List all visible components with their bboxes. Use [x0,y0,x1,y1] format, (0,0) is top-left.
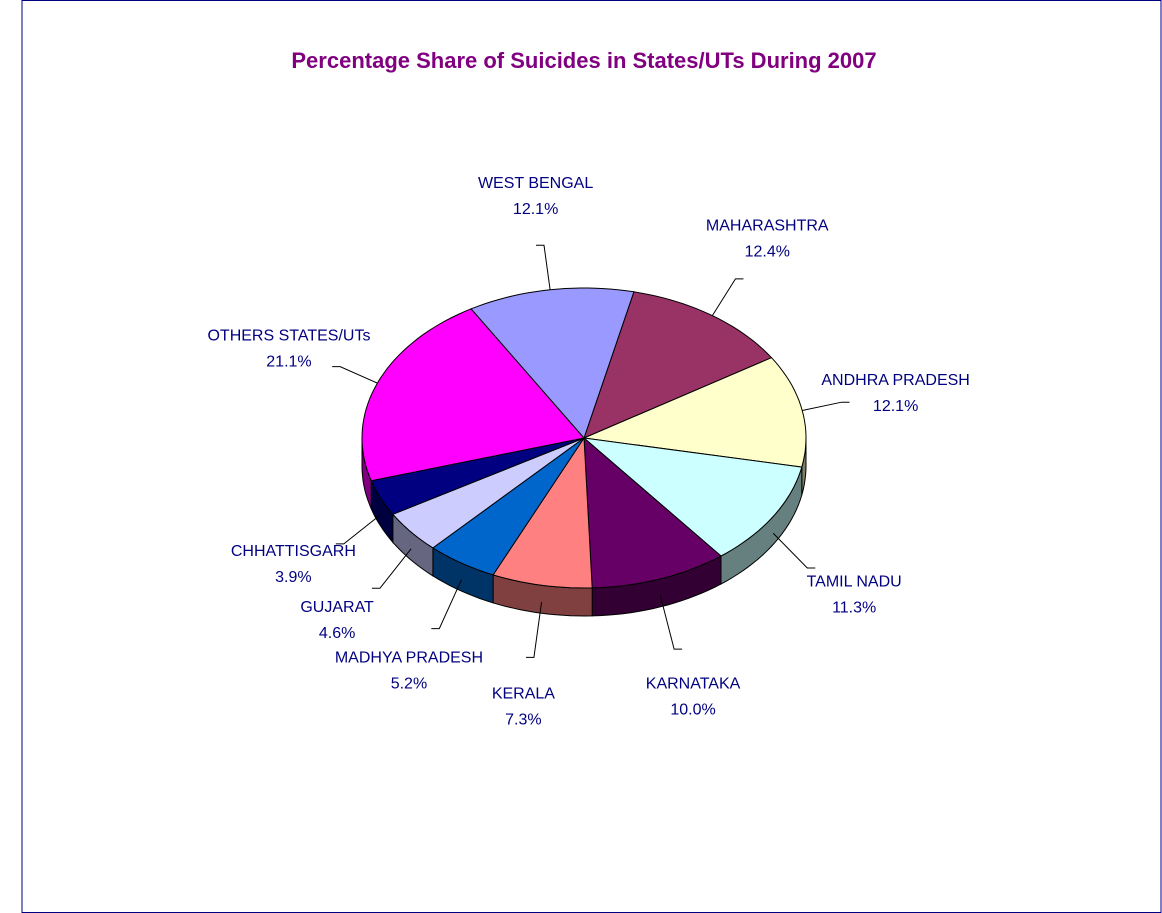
slice [583,436,722,589]
slice-label: GUJARAT [300,599,374,616]
slice-value-label: 3.9% [275,569,311,586]
slice [432,437,585,576]
slice-label: MAHARASHTRA [706,217,829,234]
slice-label: ANDHRA PRADESH [821,372,969,389]
slice-label: MADHYA PRADESH [335,649,483,666]
slice-value-label: 4.6% [319,625,355,642]
slice-value-label: 11.3% [832,599,876,616]
leader-line [536,244,551,290]
slice-value-label: 10.0% [670,701,715,718]
slice-value-label: 12.1% [513,201,558,218]
slice [391,437,585,549]
slice-label: WEST BENGAL [478,175,593,192]
slice [470,287,635,439]
slice-value-label: 7.3% [505,712,541,729]
slice-value-label: 12.1% [873,398,918,415]
slice-label: KERALA [492,686,555,703]
slice [492,436,593,589]
leader-line [659,595,683,650]
slice-value-label: 12.4% [745,243,790,260]
slice-value-label: 5.2% [391,675,427,692]
slice-label: CHHATTISGARH [231,543,356,560]
leader-line [332,366,378,384]
slice [582,357,807,468]
leader-line [371,548,412,589]
leader-line [711,278,744,316]
leader-line [525,601,543,658]
slice-label: OTHERS STATES/UTs [207,328,370,345]
slice-label: KARNATAKA [646,675,741,692]
chart-title: Percentage Share of Suicides in States/U… [291,48,876,73]
slice [582,437,803,557]
leader-line [335,514,381,545]
leader-line [772,532,816,569]
slice-label: TAMIL NADU [807,573,902,590]
leader-line [431,579,462,630]
slice [583,291,773,439]
slice [370,437,585,515]
slice-value-label: 21.1% [266,354,311,371]
leader-line [802,401,850,411]
